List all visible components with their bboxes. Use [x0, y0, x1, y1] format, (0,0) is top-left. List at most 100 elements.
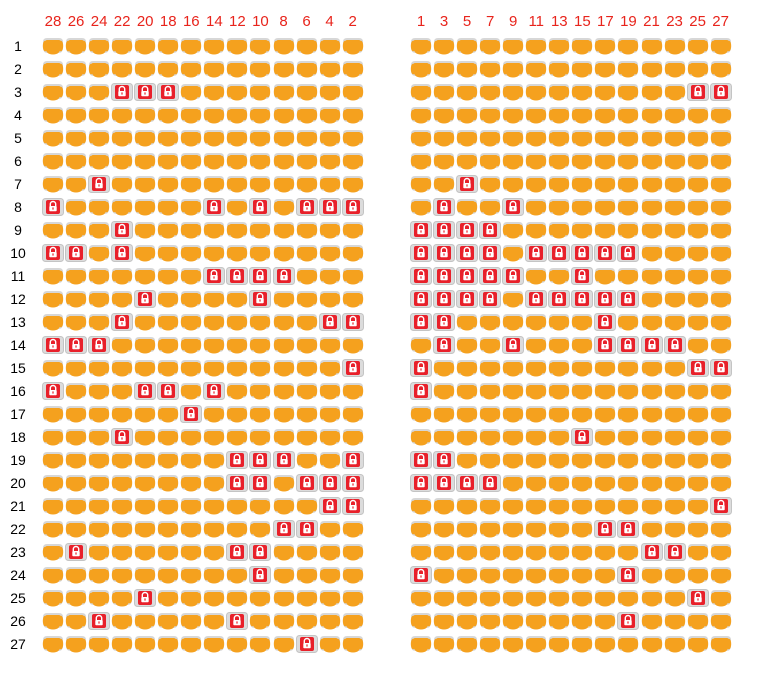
seat-available-left-r16-c2[interactable] [342, 381, 364, 401]
seat-available-right-r14-c7[interactable] [479, 335, 501, 355]
seat-available-left-r6-c20[interactable] [134, 151, 156, 171]
seat-available-right-r9-c21[interactable] [641, 220, 663, 240]
seat-available-right-r4-c5[interactable] [456, 105, 478, 125]
seat-available-left-r8-c12[interactable] [226, 197, 248, 217]
seat-available-right-r19-c7[interactable] [479, 450, 501, 470]
seat-available-right-r13-c5[interactable] [456, 312, 478, 332]
seat-available-left-r7-c16[interactable] [180, 174, 202, 194]
seat-available-left-r18-c10[interactable] [249, 427, 271, 447]
seat-available-right-r8-c5[interactable] [456, 197, 478, 217]
seat-available-right-r25-c13[interactable] [548, 588, 570, 608]
seat-available-right-r10-c23[interactable] [664, 243, 686, 263]
seat-available-right-r15-c7[interactable] [479, 358, 501, 378]
seat-available-right-r1-c27[interactable] [710, 36, 732, 56]
seat-available-right-r9-c11[interactable] [525, 220, 547, 240]
seat-available-left-r15-c16[interactable] [180, 358, 202, 378]
seat-available-left-r7-c18[interactable] [157, 174, 179, 194]
seat-available-left-r14-c2[interactable] [342, 335, 364, 355]
seat-available-right-r4-c25[interactable] [687, 105, 709, 125]
seat-available-left-r15-c4[interactable] [319, 358, 341, 378]
seat-available-left-r24-c4[interactable] [319, 565, 341, 585]
seat-available-left-r9-c20[interactable] [134, 220, 156, 240]
seat-available-right-r11-c21[interactable] [641, 266, 663, 286]
seat-available-right-r17-c23[interactable] [664, 404, 686, 424]
seat-available-left-r27-c4[interactable] [319, 634, 341, 654]
seat-available-left-r1-c18[interactable] [157, 36, 179, 56]
seat-available-left-r13-c26[interactable] [65, 312, 87, 332]
seat-available-right-r8-c15[interactable] [571, 197, 593, 217]
seat-available-left-r16-c26[interactable] [65, 381, 87, 401]
seat-available-left-r5-c24[interactable] [88, 128, 110, 148]
seat-available-right-r17-c15[interactable] [571, 404, 593, 424]
seat-available-right-r6-c25[interactable] [687, 151, 709, 171]
seat-available-right-r8-c13[interactable] [548, 197, 570, 217]
seat-available-right-r27-c27[interactable] [710, 634, 732, 654]
seat-available-right-r11-c13[interactable] [548, 266, 570, 286]
seat-available-left-r17-c6[interactable] [296, 404, 318, 424]
seat-available-right-r7-c11[interactable] [525, 174, 547, 194]
seat-available-left-r18-c6[interactable] [296, 427, 318, 447]
seat-available-right-r4-c1[interactable] [410, 105, 432, 125]
seat-available-left-r23-c20[interactable] [134, 542, 156, 562]
seat-available-left-r8-c22[interactable] [111, 197, 133, 217]
seat-available-left-r2-c12[interactable] [226, 59, 248, 79]
seat-available-left-r3-c8[interactable] [273, 82, 295, 102]
seat-available-right-r17-c1[interactable] [410, 404, 432, 424]
seat-available-right-r16-c15[interactable] [571, 381, 593, 401]
seat-available-left-r24-c8[interactable] [273, 565, 295, 585]
seat-available-left-r4-c12[interactable] [226, 105, 248, 125]
seat-available-right-r24-c21[interactable] [641, 565, 663, 585]
seat-available-left-r15-c28[interactable] [42, 358, 64, 378]
seat-available-left-r16-c24[interactable] [88, 381, 110, 401]
seat-available-right-r23-c27[interactable] [710, 542, 732, 562]
seat-available-left-r1-c24[interactable] [88, 36, 110, 56]
seat-available-right-r26-c13[interactable] [548, 611, 570, 631]
seat-available-left-r7-c2[interactable] [342, 174, 364, 194]
seat-available-right-r2-c7[interactable] [479, 59, 501, 79]
seat-available-right-r4-c19[interactable] [617, 105, 639, 125]
seat-available-left-r6-c14[interactable] [203, 151, 225, 171]
seat-available-right-r2-c27[interactable] [710, 59, 732, 79]
seat-available-right-r17-c27[interactable] [710, 404, 732, 424]
seat-available-right-r22-c13[interactable] [548, 519, 570, 539]
seat-available-left-r17-c18[interactable] [157, 404, 179, 424]
seat-available-right-r13-c23[interactable] [664, 312, 686, 332]
seat-available-left-r3-c26[interactable] [65, 82, 87, 102]
seat-available-left-r14-c18[interactable] [157, 335, 179, 355]
seat-available-left-r10-c12[interactable] [226, 243, 248, 263]
seat-available-left-r6-c26[interactable] [65, 151, 87, 171]
seat-available-right-r5-c3[interactable] [433, 128, 455, 148]
seat-available-left-r12-c6[interactable] [296, 289, 318, 309]
seat-available-left-r7-c26[interactable] [65, 174, 87, 194]
seat-available-left-r20-c20[interactable] [134, 473, 156, 493]
seat-available-left-r23-c2[interactable] [342, 542, 364, 562]
seat-available-left-r7-c8[interactable] [273, 174, 295, 194]
seat-available-left-r20-c26[interactable] [65, 473, 87, 493]
seat-available-right-r18-c11[interactable] [525, 427, 547, 447]
seat-available-right-r6-c13[interactable] [548, 151, 570, 171]
seat-available-left-r10-c10[interactable] [249, 243, 271, 263]
seat-available-left-r14-c20[interactable] [134, 335, 156, 355]
seat-available-right-r19-c21[interactable] [641, 450, 663, 470]
seat-available-right-r23-c5[interactable] [456, 542, 478, 562]
seat-available-left-r22-c12[interactable] [226, 519, 248, 539]
seat-available-left-r27-c28[interactable] [42, 634, 64, 654]
seat-available-right-r27-c1[interactable] [410, 634, 432, 654]
seat-available-left-r1-c4[interactable] [319, 36, 341, 56]
seat-available-right-r16-c23[interactable] [664, 381, 686, 401]
seat-available-right-r25-c1[interactable] [410, 588, 432, 608]
seat-available-right-r4-c27[interactable] [710, 105, 732, 125]
seat-available-left-r23-c22[interactable] [111, 542, 133, 562]
seat-available-left-r27-c10[interactable] [249, 634, 271, 654]
seat-available-left-r20-c18[interactable] [157, 473, 179, 493]
seat-available-right-r6-c3[interactable] [433, 151, 455, 171]
seat-available-left-r23-c16[interactable] [180, 542, 202, 562]
seat-available-right-r26-c1[interactable] [410, 611, 432, 631]
seat-available-left-r25-c8[interactable] [273, 588, 295, 608]
seat-available-right-r14-c27[interactable] [710, 335, 732, 355]
seat-available-right-r3-c7[interactable] [479, 82, 501, 102]
seat-available-right-r6-c19[interactable] [617, 151, 639, 171]
seat-available-right-r4-c17[interactable] [594, 105, 616, 125]
seat-available-left-r24-c12[interactable] [226, 565, 248, 585]
seat-available-left-r18-c4[interactable] [319, 427, 341, 447]
